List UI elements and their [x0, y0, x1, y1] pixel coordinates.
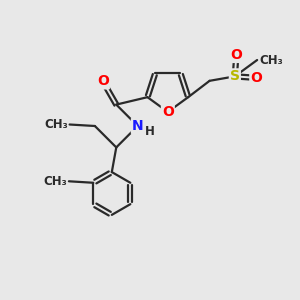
Text: H: H — [145, 125, 155, 138]
Text: O: O — [230, 48, 242, 62]
Text: CH₃: CH₃ — [260, 53, 283, 67]
Text: CH₃: CH₃ — [44, 175, 68, 188]
Text: S: S — [230, 69, 240, 83]
Text: N: N — [132, 119, 143, 133]
Text: O: O — [250, 71, 262, 85]
Text: CH₃: CH₃ — [44, 118, 68, 131]
Text: O: O — [97, 74, 109, 88]
Text: O: O — [162, 105, 174, 119]
